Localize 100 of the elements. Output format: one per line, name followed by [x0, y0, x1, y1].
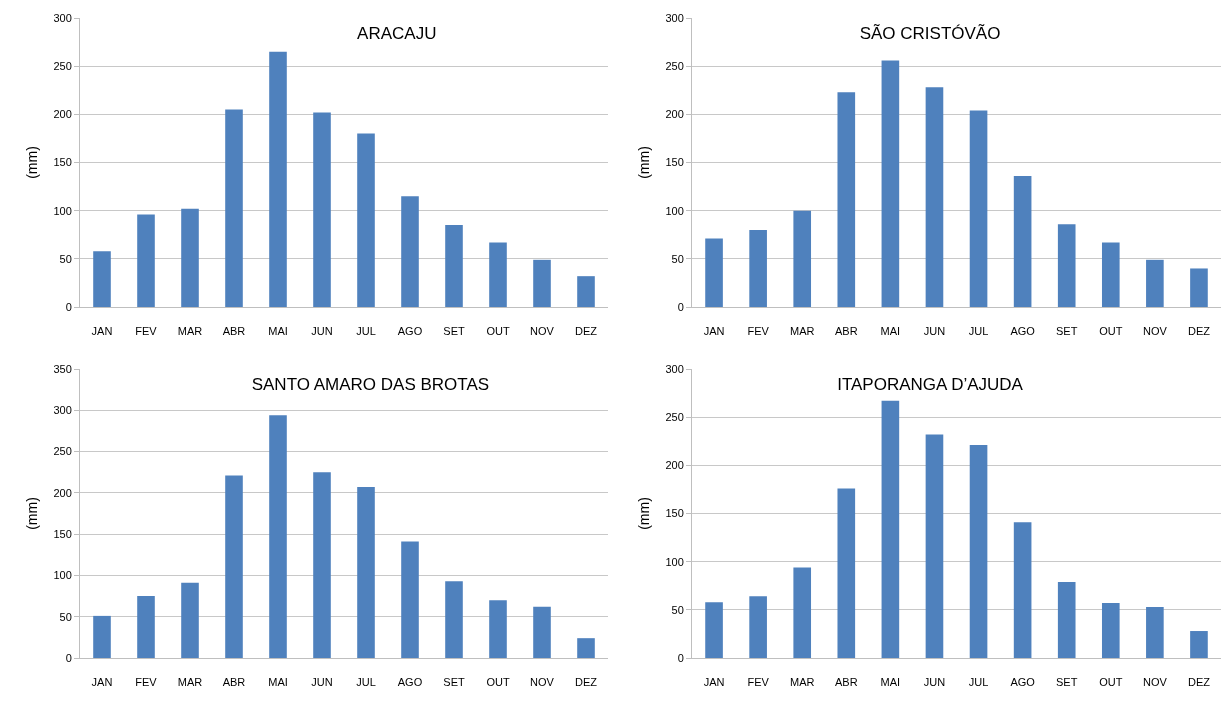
x-tick-label: JUN [311, 325, 333, 338]
y-tick-label: 200 [53, 486, 72, 499]
x-tick-label: OUT [1099, 325, 1123, 338]
chart-title: SANTO AMARO DAS BROTAS [251, 374, 490, 394]
x-tick-label: FEV [747, 325, 770, 338]
bar [1101, 242, 1120, 307]
bar [1013, 175, 1032, 307]
x-tick-label: NOV [1142, 325, 1168, 338]
y-tick-label: 200 [53, 108, 72, 121]
x-tick-label: NOV [530, 676, 555, 689]
x-tick-label: DEZ [1187, 325, 1211, 338]
y-tick-label: 250 [53, 445, 72, 458]
bar [881, 60, 900, 307]
chart-title: ITAPORANGA D’AJUDA [837, 374, 1024, 394]
bar [445, 225, 463, 307]
x-tick-label: MAR [789, 676, 815, 689]
x-tick-label: MAR [789, 325, 815, 338]
bar [489, 242, 507, 307]
y-tick-label: 50 [59, 610, 72, 623]
x-tick-label: OUT [486, 676, 510, 689]
bar [489, 600, 507, 658]
chart-title: SÃO CRISTÓVÃO [859, 23, 1001, 43]
bar [445, 581, 463, 658]
x-tick-label: JUN [311, 676, 333, 689]
bar [269, 51, 287, 307]
x-tick-label: ABR [834, 676, 858, 689]
bar [181, 582, 199, 658]
x-tick-label: AGO [1010, 676, 1036, 689]
x-tick-label: JUL [968, 676, 989, 689]
y-tick-label: 150 [665, 507, 684, 520]
x-tick-label: MAR [177, 676, 203, 689]
bar [533, 259, 551, 307]
bar [137, 596, 155, 658]
bar [1057, 224, 1076, 307]
y-tick-label: 0 [677, 300, 684, 313]
y-tick-label: 150 [53, 527, 72, 540]
bar [401, 196, 419, 307]
x-tick-label: FEV [135, 676, 158, 689]
y-tick-label: 300 [665, 11, 684, 24]
y-tick-label: 150 [665, 156, 684, 169]
x-tick-label: SET [1056, 676, 1078, 689]
y-tick-label: 250 [665, 60, 684, 73]
bar [269, 415, 287, 658]
bar [93, 615, 111, 658]
x-tick-label: MAI [268, 676, 288, 689]
x-tick-label: DEZ [575, 676, 598, 689]
y-tick-label: 200 [665, 459, 684, 472]
y-axis-title: (mm) [24, 146, 41, 179]
bar [225, 475, 243, 658]
bar [749, 229, 767, 307]
x-tick-label: JUN [923, 676, 946, 689]
y-tick-label: 350 [53, 362, 72, 375]
y-tick-label: 100 [665, 555, 684, 568]
bar [533, 606, 551, 658]
y-axis-title: (mm) [636, 497, 653, 530]
y-tick-label: 250 [665, 411, 684, 424]
y-tick-label: 50 [59, 252, 72, 265]
x-tick-label: MAI [880, 676, 901, 689]
bar [925, 434, 944, 658]
x-tick-label: AGO [1010, 325, 1036, 338]
y-tick-label: 0 [65, 300, 72, 313]
bar [837, 488, 856, 658]
x-tick-label: MAR [177, 325, 203, 338]
x-tick-label: MAI [268, 325, 288, 338]
chart-title: ARACAJU [357, 23, 437, 43]
x-tick-label: DEZ [1187, 676, 1211, 689]
y-tick-label: 250 [53, 60, 72, 73]
bar [705, 238, 723, 307]
y-tick-label: 300 [53, 11, 72, 24]
x-tick-label: ABR [222, 325, 246, 338]
bar [969, 445, 988, 658]
bar [181, 208, 199, 307]
bar [1057, 581, 1076, 658]
bar [881, 400, 900, 658]
x-tick-label: JUL [968, 325, 989, 338]
bar [357, 133, 375, 307]
x-tick-label: SET [443, 676, 465, 689]
bar [749, 596, 767, 658]
x-tick-label: AGO [397, 676, 423, 689]
y-tick-label: 300 [665, 362, 684, 375]
x-tick-label: NOV [1142, 676, 1168, 689]
y-tick-label: 300 [53, 404, 72, 417]
y-tick-label: 100 [665, 204, 684, 217]
y-tick-label: 100 [53, 569, 72, 582]
x-tick-label: JUL [356, 325, 376, 338]
x-tick-label: JUL [356, 676, 376, 689]
y-tick-label: 0 [65, 651, 72, 664]
x-tick-label: FEV [135, 325, 158, 338]
x-tick-label: JAN [91, 325, 113, 338]
bar [793, 210, 812, 307]
x-tick-label: OUT [486, 325, 510, 338]
bar [93, 251, 111, 307]
bar [577, 276, 595, 307]
x-tick-label: MAI [880, 325, 901, 338]
x-tick-label: JAN [703, 676, 725, 689]
x-tick-label: AGO [397, 325, 423, 338]
y-axis-title: (mm) [636, 146, 653, 179]
x-tick-label: JAN [91, 676, 113, 689]
x-tick-label: SET [443, 325, 465, 338]
bar [1190, 268, 1208, 307]
